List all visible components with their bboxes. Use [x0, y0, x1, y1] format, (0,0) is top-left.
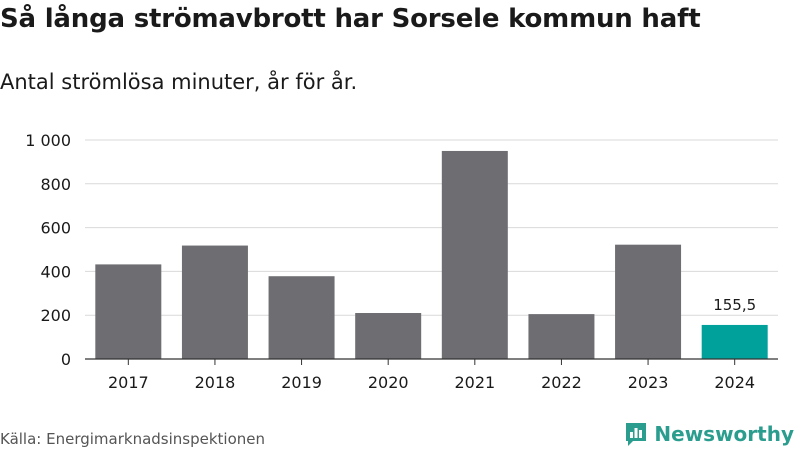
bar-2024 [701, 324, 768, 359]
chart-subtitle: Antal strömlösa minuter, år för år. [0, 70, 358, 94]
x-tick-label: 2021 [454, 373, 495, 392]
brand-name: Newsworthy [654, 422, 794, 446]
bar-2019 [268, 276, 335, 359]
bar-2018 [181, 245, 248, 359]
bar-chart-logo-icon [626, 423, 647, 446]
x-tick-label: 2018 [195, 373, 236, 392]
x-tick-label: 2017 [108, 373, 149, 392]
bar-chart: 0 200 400 600 800 1 000 2017 2018 2019 2020 2021 20… [25, 131, 778, 392]
y-tick-label: 1 000 [25, 131, 71, 150]
source-note: Källa: Energimarknadsinspektionen [0, 430, 266, 448]
y-tick-label: 400 [40, 262, 71, 281]
y-tick-label: 0 [61, 350, 71, 369]
bar-2020 [355, 313, 422, 359]
x-tick-label: 2019 [281, 373, 322, 392]
x-tick-label: 2022 [541, 373, 582, 392]
y-tick-label: 200 [40, 306, 71, 325]
x-tick-label: 2020 [368, 373, 409, 392]
brand-logo: Newsworthy [624, 419, 794, 449]
bar-2017 [95, 264, 162, 359]
bar-2022 [528, 314, 595, 359]
x-tick-label: 2023 [628, 373, 669, 392]
chart-title: Så långa strömavbrott har Sorsele kommun… [0, 4, 701, 34]
bar-2023 [615, 244, 682, 359]
y-tick-label: 800 [40, 175, 71, 194]
data-label: 155,5 [713, 296, 756, 314]
bar-2021 [441, 150, 508, 359]
y-tick-label: 600 [40, 219, 71, 238]
x-tick-label: 2024 [714, 373, 755, 392]
